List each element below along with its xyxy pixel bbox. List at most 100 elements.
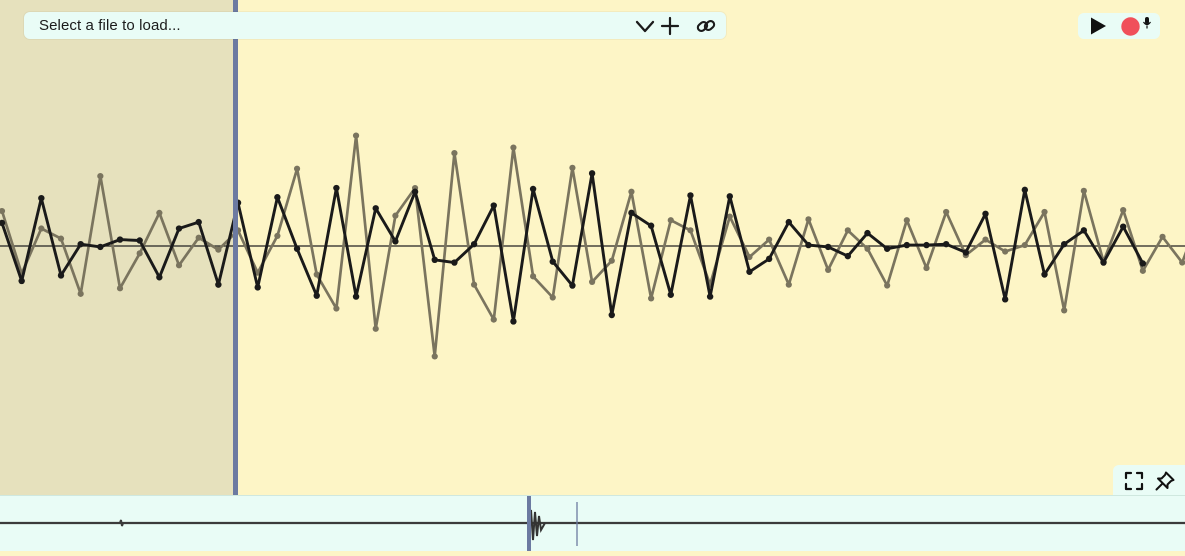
primary-wave-point [57,272,65,279]
secondary-wave-point [884,282,891,289]
secondary-wave-point [549,294,556,301]
chevron-down-icon[interactable] [634,15,656,37]
waveform-plot[interactable] [0,0,1185,495]
secondary-wave-point [1061,307,1068,314]
secondary-wave-point [864,245,871,252]
secondary-wave-point [136,250,143,257]
secondary-wave-point [923,264,930,272]
secondary-wave-point [451,149,458,157]
secondary-wave-point [766,236,773,243]
secondary-wave-point [785,281,792,288]
overview-blip [119,519,124,527]
primary-wave-point [1080,227,1088,234]
secondary-wave-point [156,209,163,216]
primary-wave-point [1100,259,1107,266]
primary-wave-point [116,236,124,243]
secondary-wave-point [1159,233,1166,240]
file-select[interactable]: Select a file to load... [39,17,181,34]
secondary-wave-point [215,246,222,253]
waveform-view[interactable] [0,0,1185,495]
primary-wave-point [0,219,6,227]
primary-wave-point [392,238,399,245]
overview-waveform [0,496,1185,551]
playhead-cursor[interactable] [233,0,238,495]
secondary-wave-series [0,132,1185,360]
secondary-wave-point [352,132,360,139]
secondary-wave-point [470,281,478,288]
primary-wave-point [608,311,615,319]
secondary-wave-point [274,232,281,239]
secondary-wave-point [313,271,320,278]
primary-wave-point [824,243,832,251]
primary-wave-point [77,240,84,248]
secondary-wave-point [1139,267,1146,274]
secondary-wave-point [628,188,635,195]
secondary-wave-point [38,225,45,232]
primary-wave-point [549,258,556,265]
secondary-wave-point [97,172,104,180]
overview-burst [528,509,546,541]
primary-wave-point [156,274,163,281]
secondary-wave-point [1120,207,1127,214]
primary-wave-point [765,255,773,263]
primary-wave-point [136,237,143,244]
primary-wave-point [569,282,576,289]
secondary-wave-point [0,207,6,215]
secondary-wave-point [825,266,832,274]
primary-wave-point [1001,296,1009,303]
plus-icon[interactable] [659,15,681,37]
transport-controls [1078,13,1160,39]
secondary-wave-point [1002,248,1009,255]
primary-wave-point [588,170,596,177]
primary-wave-point [687,192,694,199]
secondary-wave-point [746,253,753,261]
secondary-wave-point [982,236,989,243]
play-icon[interactable] [1088,16,1108,41]
overview-timeline[interactable] [0,495,1185,551]
secondary-wave-point [431,353,438,360]
primary-wave-point [1021,186,1029,194]
secondary-wave-point [726,213,733,220]
secondary-wave-point [648,295,655,302]
fullscreen-icon[interactable] [1124,471,1144,496]
primary-wave-point [903,241,911,249]
secondary-wave-point [569,164,576,171]
file-toolbar: Select a file to load... [24,12,726,39]
primary-wave-point [647,222,655,229]
primary-wave-point [175,225,183,232]
secondary-wave-point [77,290,84,297]
primary-wave-point [785,218,792,226]
primary-wave-point [313,292,320,299]
secondary-wave-point [116,285,124,292]
primary-wave-point [293,245,301,252]
secondary-wave-point [844,227,851,234]
primary-wave-point [883,245,891,252]
secondary-wave-point [667,217,674,224]
secondary-wave-point [510,144,517,151]
secondary-wave-point [1179,259,1185,266]
primary-wave-point [726,193,733,200]
selection-region[interactable] [0,0,234,495]
primary-wave-point [1139,260,1147,267]
secondary-wave-point [392,212,399,219]
pin-icon[interactable] [1154,470,1176,497]
primary-wave-point [667,291,674,298]
primary-wave-point [962,249,970,256]
primary-wave-point [942,240,950,248]
view-controls [1113,465,1185,495]
record-icon[interactable] [1121,17,1140,41]
primary-wave-point [490,202,497,209]
microphone-icon[interactable] [1142,16,1152,35]
primary-wave-point [864,229,871,237]
secondary-wave-point [943,208,950,216]
overview-playhead[interactable] [527,496,531,551]
secondary-wave-point [57,235,65,242]
link-icon[interactable] [695,15,717,37]
secondary-wave-point [1041,208,1048,216]
primary-wave-point [97,243,104,251]
primary-wave-point [746,268,753,275]
secondary-wave-point [903,217,910,224]
primary-wave-point [510,318,517,325]
primary-wave-series [0,170,1147,325]
primary-wave-point [923,241,930,249]
